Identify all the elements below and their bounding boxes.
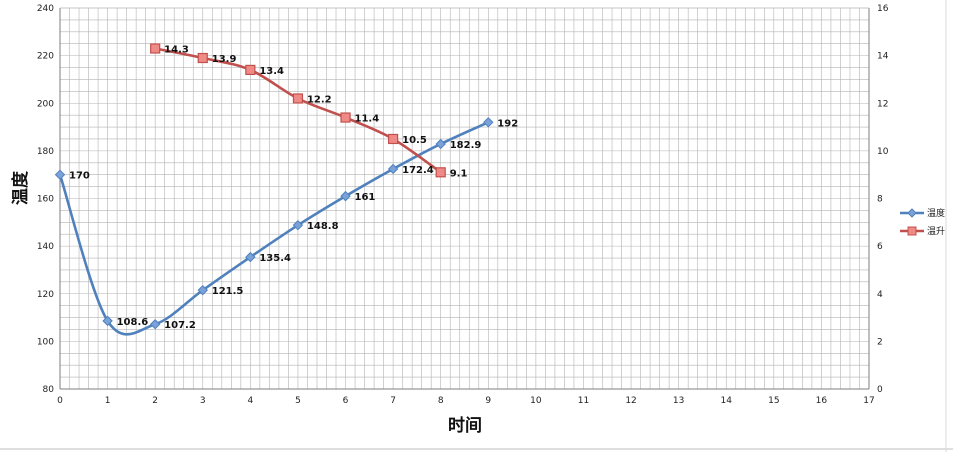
y-tick-label: 80 [43,385,55,395]
x-tick-label: 2 [152,396,158,406]
series-2-point [197,52,208,64]
series-2-point [435,167,446,178]
series-1-point [435,138,446,150]
series-2-point [340,112,351,123]
data-label: 170 [69,171,90,182]
y2-tick-label: 10 [877,147,889,157]
x-tick-label: 1 [105,396,111,406]
y-tick-label: 180 [37,147,54,157]
legend-label: 温度 [927,207,945,219]
data-label: 135.4 [259,253,291,264]
series-1-point [292,219,304,231]
x-tick-label: 6 [343,396,349,406]
x-tick-label: 17 [863,396,874,406]
x-tick-label: 11 [578,396,589,406]
y2-tick-label: 16 [877,4,889,14]
data-label: 10.5 [402,135,427,146]
y2-tick-label: 14 [877,52,889,62]
y-axis-title: 温度 [10,170,31,205]
y-tick-label: 240 [37,4,54,14]
x-tick-label: 7 [390,396,396,406]
series-1-point [197,284,208,296]
series-1-point [245,251,256,263]
data-label: 14.3 [164,44,189,55]
data-points [54,43,494,330]
series-line-1 [58,121,490,336]
legend-marker [907,208,917,218]
x-tick-label: 0 [57,396,63,406]
y-tick-label: 120 [37,290,54,300]
series-2-point [388,133,399,145]
x-tick-label: 12 [625,396,636,406]
x-tick-label: 16 [816,396,828,406]
series-1-point [102,315,113,327]
y-tick-label: 220 [37,52,54,62]
y2-tick-label: 4 [877,290,883,300]
data-label: 161 [355,192,376,203]
y-tick-label: 100 [37,337,54,347]
x-tick-label: 8 [438,396,444,406]
series-1-point [483,117,494,128]
y2-tick-label: 2 [877,337,883,347]
x-tick-label: 15 [768,396,779,406]
series-1-point [54,169,66,180]
data-label: 13.9 [212,54,237,65]
x-axis-title: 时间 [448,415,482,436]
axes [59,7,870,390]
data-label: 13.4 [259,66,284,77]
tick-labels: 0 1 2 3 4 5 6 7 8 9 10 11 12 13 14 15 16 1780100120140160… [37,4,889,406]
data-label: 148.8 [307,221,339,232]
y-tick-label: 200 [37,99,54,109]
data-label: 121.5 [212,286,244,297]
legend-label: 温升 [927,226,945,237]
y2-tick-label: 6 [877,242,883,252]
grid [59,7,870,390]
x-tick-label: 14 [721,396,733,406]
series-2-point [292,93,304,104]
data-label: 11.4 [355,114,380,125]
series-1-point [387,163,399,175]
y2-tick-label: 8 [877,195,883,205]
data-label: 182.9 [450,140,482,151]
series-1-point [149,319,161,330]
data-labels: 170 108.6 107.2 121.5 135.4 148.8 161 172.4 182.… [69,44,518,331]
y-tick-label: 140 [37,242,54,252]
x-tick-label: 10 [530,396,542,406]
x-tick-label: 13 [673,396,684,406]
series-2-point [150,43,161,54]
data-label: 12.2 [307,94,332,105]
y2-tick-label: 12 [877,99,888,109]
y-tick-label: 160 [37,195,54,205]
data-label: 9.1 [450,168,468,179]
x-tick-label: 3 [200,396,206,406]
series-2-point [245,64,256,76]
data-label: 172.4 [402,165,434,176]
y2-tick-label: 0 [877,385,883,395]
data-label: 192 [497,118,518,129]
x-tick-label: 5 [295,396,301,406]
data-label: 107.2 [164,320,196,331]
x-tick-label: 4 [247,396,253,406]
x-tick-label: 9 [485,396,491,406]
series-1-point [340,190,351,202]
legend-marker [907,226,917,236]
data-label: 108.6 [117,317,149,328]
